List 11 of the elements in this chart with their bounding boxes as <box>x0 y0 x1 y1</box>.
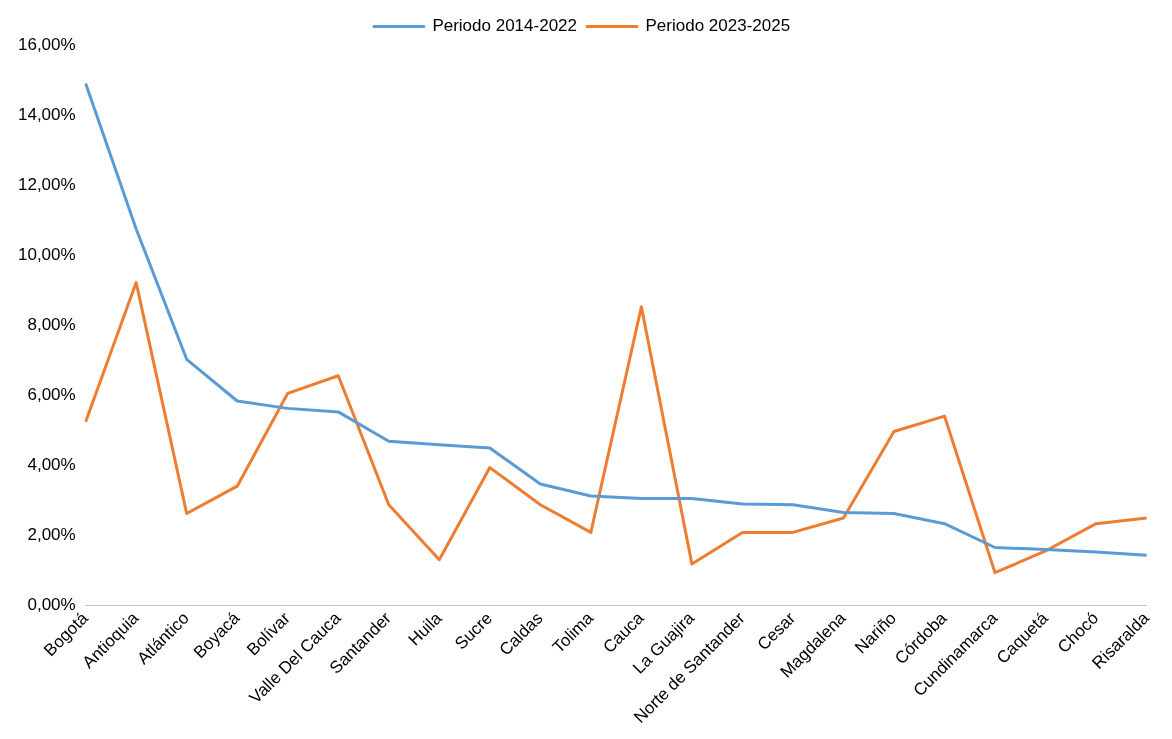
y-tick-label: 8,00% <box>27 315 76 335</box>
legend-label: Periodo 2023-2025 <box>645 16 791 36</box>
legend-label: Periodo 2014-2022 <box>432 16 578 36</box>
y-tick-label: 0,00% <box>27 595 76 615</box>
y-tick-label: 4,00% <box>27 455 76 475</box>
y-tick-label: 2,00% <box>27 525 76 545</box>
y-tick-label: 16,00% <box>17 34 76 54</box>
y-tick-label: 6,00% <box>27 385 76 405</box>
y-tick-label: 14,00% <box>17 104 76 124</box>
y-tick-label: 10,00% <box>17 244 76 264</box>
y-tick-label: 12,00% <box>17 174 76 194</box>
